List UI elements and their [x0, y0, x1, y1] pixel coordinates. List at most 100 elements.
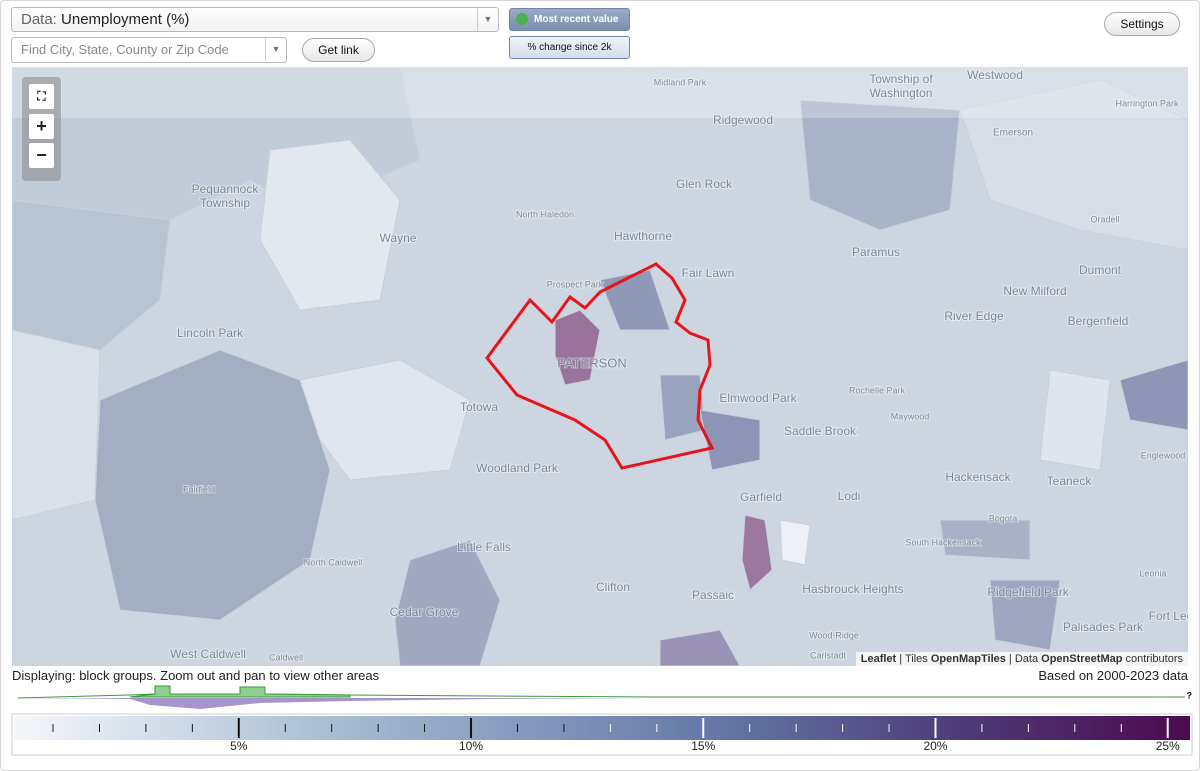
- dropdown-label: Data:: [21, 11, 57, 28]
- map-label: Ridgefield Park: [987, 585, 1069, 599]
- map-label: PATERSON: [557, 355, 627, 370]
- map-label: Dumont: [1079, 263, 1122, 277]
- region: [1119, 359, 1188, 431]
- search-arrow[interactable]: ▼: [265, 38, 286, 61]
- attribution-text: Tiles: [904, 653, 928, 665]
- settings-button[interactable]: Settings: [1104, 12, 1180, 36]
- selected-boundary[interactable]: [485, 262, 715, 470]
- map-label: New Milford: [1003, 284, 1066, 298]
- region: [12, 199, 171, 351]
- region: [779, 519, 811, 566]
- map-label: Ridgewood: [713, 113, 773, 127]
- region: [799, 99, 961, 231]
- map-label: Woodland Park: [476, 461, 559, 475]
- zoom-out-button[interactable]: −: [29, 143, 54, 168]
- attribution-link[interactable]: OpenMapTiles: [930, 653, 1006, 665]
- dropdown-arrow[interactable]: ▼: [477, 8, 498, 31]
- map-label: Palisades Park: [1063, 620, 1144, 634]
- search-box[interactable]: Find City, State, County or Zip Code ▼: [11, 37, 287, 63]
- region: [394, 539, 501, 666]
- region: [989, 579, 1061, 651]
- map-label: Fairfield: [183, 484, 215, 494]
- map-label: Emerson: [993, 128, 1033, 139]
- map-label: Elmwood Park: [719, 391, 797, 405]
- attribution-text: Data: [1014, 653, 1039, 665]
- search-placeholder: Find City, State, County or Zip Code: [21, 42, 229, 57]
- map-label: Hasbrouck Heights: [802, 582, 903, 596]
- map-label: Wood-Ridge: [809, 630, 859, 640]
- map-label: Hackensack: [945, 470, 1011, 484]
- region: [554, 309, 601, 386]
- map-label: Midland Park: [654, 77, 707, 87]
- attribution-link[interactable]: Leaflet: [860, 653, 897, 665]
- map-label: Saddle Brook: [784, 424, 857, 438]
- map-label: West Caldwell: [170, 647, 246, 661]
- map-label: Maywood: [891, 411, 930, 421]
- displaying-note: Displaying: block groups. Zoom out and p…: [12, 668, 380, 683]
- most-recent-label: Most recent value: [534, 14, 619, 25]
- legend-tick-label: 25%: [1156, 739, 1180, 753]
- region: [12, 329, 101, 521]
- map-label: Harrington Park: [1115, 98, 1179, 108]
- map-label: North Haledon: [516, 209, 574, 219]
- map-label: Township of: [869, 72, 933, 86]
- map-label: Caldwell: [269, 652, 303, 662]
- data-dropdown[interactable]: Data: Unemployment (%) ▼: [11, 7, 499, 32]
- data-range-note: Based on 2000-2023 data: [1038, 668, 1188, 683]
- pct-change-toggle[interactable]: % change since 2k: [509, 36, 630, 59]
- map-label: Rochelle Park: [849, 385, 906, 395]
- region: [741, 514, 773, 591]
- legend: ? 5% 10% 15% 20% 25%: [11, 685, 1193, 756]
- color-ramp: [14, 716, 1190, 740]
- region: [939, 519, 1031, 561]
- dropdown-value: Unemployment (%): [61, 11, 190, 28]
- attribution: Leaflet | Tiles OpenMapTiles | Data Open…: [855, 652, 1188, 666]
- legend-tick-label: 15%: [691, 739, 715, 753]
- region: [299, 359, 471, 481]
- attribution-text: contributors: [1125, 653, 1183, 665]
- region: [94, 349, 331, 621]
- zoom-in-button[interactable]: +: [29, 114, 54, 139]
- map-label: Passaic: [692, 588, 734, 602]
- map-label: Wayne: [380, 231, 417, 245]
- legend-tick-label: 10%: [459, 739, 483, 753]
- most-recent-toggle[interactable]: Most recent value: [509, 8, 630, 31]
- map-label: Fair Lawn: [682, 266, 735, 280]
- help-icon[interactable]: ?: [1187, 690, 1193, 700]
- map[interactable]: Township of Washington Westwood Midland Par…: [12, 67, 1188, 666]
- map-label: Teaneck: [1047, 474, 1093, 488]
- map-label: Oradell: [1090, 214, 1119, 224]
- map-label: Totowa: [460, 400, 498, 414]
- legend-tick-label: 5%: [230, 739, 248, 753]
- map-label: Washington: [870, 86, 933, 100]
- map-label: Westwood: [967, 68, 1023, 82]
- region: [599, 269, 671, 331]
- map-label: Hawthorne: [614, 229, 672, 243]
- map-label: Bergenfield: [1068, 314, 1129, 328]
- get-link-button[interactable]: Get link: [302, 38, 375, 62]
- histogram-distribution: [20, 698, 655, 709]
- map-label: South Hackensack: [905, 537, 981, 547]
- map-label: Bogota: [989, 513, 1018, 523]
- map-label: Lincoln Park: [177, 326, 244, 340]
- check-icon: [516, 13, 528, 25]
- legend-tick-label: 20%: [923, 739, 947, 753]
- map-label: Leonia: [1139, 568, 1166, 578]
- fullscreen-button[interactable]: ⛶: [29, 84, 54, 109]
- map-label: Cedar Grove: [390, 605, 459, 619]
- map-label: River Edge: [944, 309, 1004, 323]
- region: [959, 79, 1188, 251]
- map-label: Pequannock: [192, 182, 260, 196]
- map-label: Township: [200, 196, 250, 210]
- map-label: North Caldwell: [304, 557, 363, 567]
- map-label: Paramus: [852, 245, 900, 259]
- attribution-link[interactable]: OpenStreetMap: [1041, 653, 1123, 665]
- histogram-bars: [129, 685, 351, 698]
- map-label: Garfield: [740, 490, 782, 504]
- map-label: Lodi: [838, 489, 861, 503]
- haze: [12, 67, 1188, 118]
- map-label: Glen Rock: [676, 177, 733, 191]
- map-label: Carlstadt: [810, 650, 847, 660]
